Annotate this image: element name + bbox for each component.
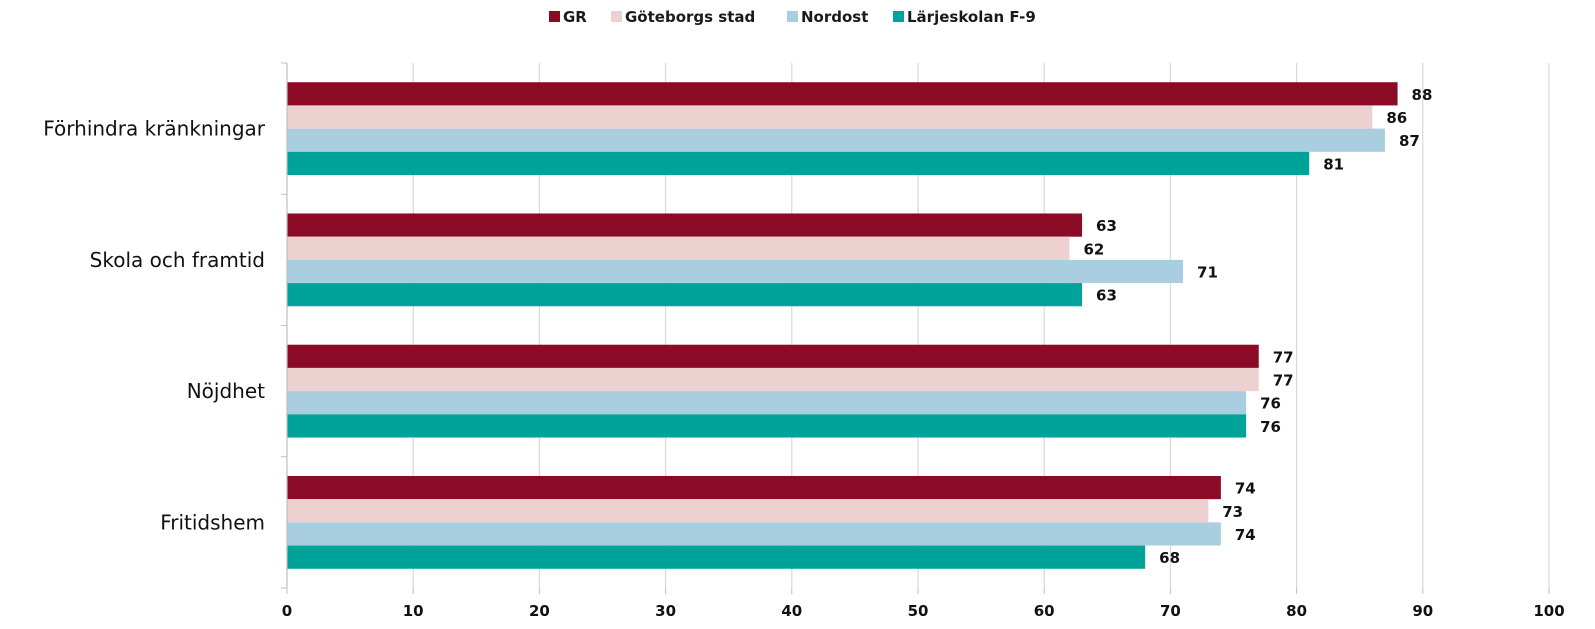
data-label: 77 [1273,372,1294,390]
x-tick-label: 80 [1286,602,1307,620]
bar-larjeskolan-f-9-forhindra-krankningar [287,151,1310,176]
category-label-forhindra-krankningar: Förhindra kränkningar [43,117,266,141]
legend-swatch-goteborgs-stad [611,11,622,22]
bar-larjeskolan-f-9-nojdhet [287,414,1247,438]
legend-label-goteborgs-stad: Göteborgs stad [625,8,755,26]
legend-label-gr: GR [563,8,587,26]
data-label: 74 [1235,526,1256,544]
data-label: 74 [1235,480,1256,498]
data-label: 71 [1197,263,1218,281]
bar-gr-forhindra-krankningar [287,82,1398,106]
x-tick-label: 100 [1533,602,1564,620]
bar-nordost-skola-och-framtid [287,259,1184,284]
bar-goteborgs-stad-forhindra-krankningar [287,105,1373,129]
category-label-fritidshem: Fritidshem [160,510,265,534]
axes [281,62,1550,594]
x-tick-label: 30 [655,602,676,620]
legend: GR Göteborgs stad Nordost Lärjeskolan F-9 [549,8,1036,26]
data-label: 76 [1260,395,1281,413]
x-tick-label: 60 [1034,602,1055,620]
bar-larjeskolan-f-9-fritidshem [287,545,1146,569]
data-label: 86 [1386,109,1407,127]
labels: 0 10 20 30 40 50 60 70 80 90 100 Förhindra kränknin… [43,86,1564,620]
legend-swatch-larjeskolan-f-9 [893,11,904,22]
bar-larjeskolan-f-9-skola-och-framtid [287,283,1083,307]
x-tick-label: 10 [403,602,424,620]
x-tick-label: 0 [282,602,292,620]
data-label: 63 [1096,217,1117,235]
category-label-skola-och-framtid: Skola och framtid [90,248,265,272]
legend-swatch-gr [549,11,560,22]
bar-gr-fritidshem [287,475,1221,500]
x-tick-label: 20 [529,602,550,620]
bar-nordost-fritidshem [287,522,1221,546]
bar-nordost-nojdhet [287,391,1247,415]
data-label: 81 [1323,155,1344,173]
data-label: 76 [1260,418,1281,436]
data-label: 73 [1222,503,1243,521]
legend-label-nordost: Nordost [801,8,868,26]
x-tick-label: 40 [781,602,802,620]
bars [287,82,1398,569]
data-label: 88 [1412,86,1433,104]
bar-nordost-forhindra-krankningar [287,128,1385,152]
x-tick-label: 90 [1412,602,1433,620]
bar-goteborgs-stad-nojdhet [287,367,1259,392]
legend-swatch-nordost [787,11,798,22]
data-label: 77 [1273,348,1294,366]
bar-gr-nojdhet [287,344,1259,368]
x-tick-label: 70 [1160,602,1181,620]
legend-label-larjeskolan-f-9: Lärjeskolan F-9 [907,8,1036,26]
data-label: 68 [1159,549,1180,567]
bar-gr-skola-och-framtid [287,213,1083,237]
data-label: 87 [1399,132,1420,150]
bar-goteborgs-stad-skola-och-framtid [287,236,1070,260]
x-tick-label: 50 [908,602,929,620]
data-label: 63 [1096,287,1117,305]
data-label: 62 [1083,240,1104,258]
category-label-nojdhet: Nöjdhet [187,379,265,403]
bar-goteborgs-stad-fritidshem [287,499,1209,523]
